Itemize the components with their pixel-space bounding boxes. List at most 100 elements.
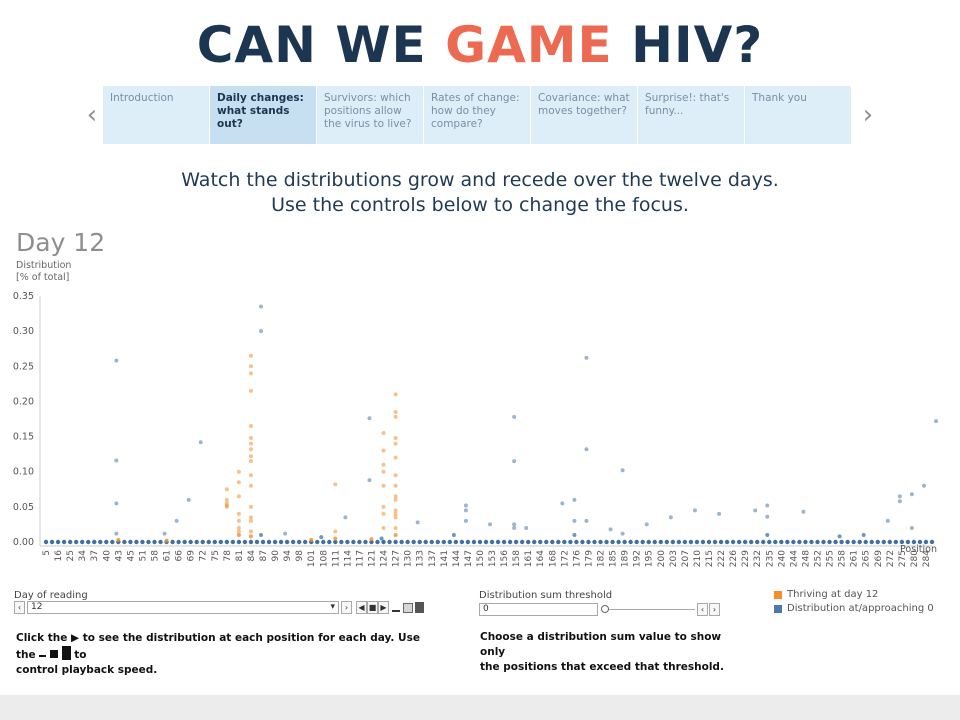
story-point-7[interactable]: Thank you <box>745 86 852 144</box>
baseline-point <box>272 539 278 545</box>
thriving-point <box>381 483 386 488</box>
playback-forward-button[interactable]: ▶ <box>378 601 389 614</box>
baseline-point <box>688 539 694 545</box>
baseline-point <box>652 539 657 545</box>
y-tick-label: 0.00 <box>13 537 34 548</box>
story-point-1[interactable]: Introduction <box>103 86 210 144</box>
x-tick-label: 222 <box>717 550 727 567</box>
baseline-point <box>236 539 242 545</box>
thriving-point <box>369 537 374 542</box>
x-tick-label: 72 <box>199 550 209 561</box>
x-tick-label: 108 <box>319 550 329 567</box>
thriving-point <box>236 480 241 485</box>
page-title: CAN WE GAME HIV? <box>0 14 960 76</box>
baseline-point <box>899 539 905 545</box>
story-point-4[interactable]: Rates of change: how do they compare? <box>424 86 531 144</box>
baseline-point <box>333 539 338 545</box>
baseline-point <box>423 539 428 545</box>
playback-stop-button[interactable]: ■ <box>367 601 378 614</box>
baseline-point <box>399 539 404 545</box>
speed-slow-icon[interactable] <box>392 603 400 612</box>
threshold-input[interactable]: 0 <box>479 603 598 616</box>
baseline-point <box>459 539 465 545</box>
baseline-point <box>815 539 820 545</box>
approaching-point <box>572 518 577 523</box>
baseline-point <box>465 539 471 545</box>
x-tick-label: 127 <box>392 550 402 567</box>
day-prev-button[interactable]: ‹ <box>14 601 25 614</box>
x-tick-label: 265 <box>862 550 872 567</box>
story-point-5[interactable]: Covariance: what moves together? <box>531 86 638 144</box>
story-point-6[interactable]: Surprise!: that's funny... <box>638 86 745 144</box>
x-tick-label: 144 <box>452 550 462 567</box>
approaching-point <box>668 515 673 520</box>
x-tick-label: 164 <box>536 550 546 567</box>
approaching-point <box>861 532 866 537</box>
x-tick-label: 229 <box>741 550 751 567</box>
thriving-point <box>333 482 338 487</box>
threshold-prev-button[interactable]: ‹ <box>697 603 708 616</box>
approaching-point <box>885 518 890 523</box>
threshold-input-value: 0 <box>483 604 489 614</box>
day-dropdown[interactable]: 12 ▾ <box>27 601 339 614</box>
baseline-point <box>875 539 880 545</box>
legend-item-approaching[interactable]: Distribution at/approaching 0 <box>774 603 934 614</box>
baseline-point <box>676 539 682 545</box>
story-point-3[interactable]: Survivors: which positions allow the vir… <box>317 86 424 144</box>
baseline-point <box>345 539 350 545</box>
baseline-point <box>929 539 935 545</box>
baseline-point <box>839 539 844 545</box>
speed-medium-icon[interactable] <box>403 603 413 613</box>
story-prev-icon[interactable]: ‹ <box>86 100 98 130</box>
approaching-point <box>753 508 758 513</box>
scatter-chart[interactable]: 0.35 0.30 0.25 0.20 0.15 0.10 0.05 0.00 5 16 25 34 3… <box>8 288 948 583</box>
story-next-icon[interactable]: › <box>862 100 874 130</box>
baseline-point <box>170 539 175 545</box>
baseline-point <box>736 539 742 545</box>
baseline-point <box>302 539 308 545</box>
baseline-point <box>73 539 79 545</box>
legend-item-thriving[interactable]: Thriving at day 12 <box>774 589 878 600</box>
baseline-point <box>748 539 754 545</box>
threshold-slider-handle[interactable] <box>601 605 609 613</box>
playback-back-button[interactable]: ◀ <box>356 601 367 614</box>
baseline-point <box>598 539 603 545</box>
baseline-point <box>357 539 362 545</box>
baseline-point <box>658 539 663 545</box>
note-text-suffix: to <box>74 649 87 661</box>
baseline-point <box>682 539 688 545</box>
baseline-point <box>833 539 838 545</box>
approaching-point <box>620 531 625 536</box>
x-tick-label: 200 <box>657 550 667 567</box>
threshold-instructions-line1: Choose a distribution sum value to show … <box>480 631 722 658</box>
legend-swatch-orange <box>774 590 782 599</box>
approaching-point <box>572 532 577 537</box>
subtitle-line2: Use the controls below to change the foc… <box>271 194 689 216</box>
baseline-point <box>429 539 434 545</box>
baseline-point <box>86 539 91 545</box>
thriving-point <box>248 353 253 358</box>
threshold-next-button[interactable]: › <box>709 603 720 616</box>
baseline-point <box>194 539 199 545</box>
baseline-point <box>893 539 899 545</box>
speed-fast-icon[interactable] <box>415 602 424 613</box>
baseline-point <box>212 539 217 545</box>
x-tick-label: 69 <box>187 550 197 562</box>
story-point-2[interactable]: Daily changes: what stands out? <box>210 86 317 144</box>
x-tick-label: 207 <box>681 550 691 567</box>
subtitle-line1: Watch the distributions grow and recede … <box>181 169 779 191</box>
baseline-point <box>218 539 224 545</box>
x-tick-label: 240 <box>777 550 787 567</box>
baseline-point <box>610 539 615 545</box>
approaching-point <box>379 536 384 541</box>
baseline-point <box>393 539 398 545</box>
x-tick-label: 179 <box>584 550 594 567</box>
approaching-point <box>717 511 722 516</box>
x-tick-label: 215 <box>705 550 715 567</box>
baseline-point <box>381 539 386 545</box>
day-next-button[interactable]: › <box>341 601 352 614</box>
threshold-slider-track[interactable] <box>605 609 695 610</box>
thriving-point <box>236 511 241 516</box>
baseline-point <box>917 539 923 545</box>
baseline-point <box>809 539 814 545</box>
